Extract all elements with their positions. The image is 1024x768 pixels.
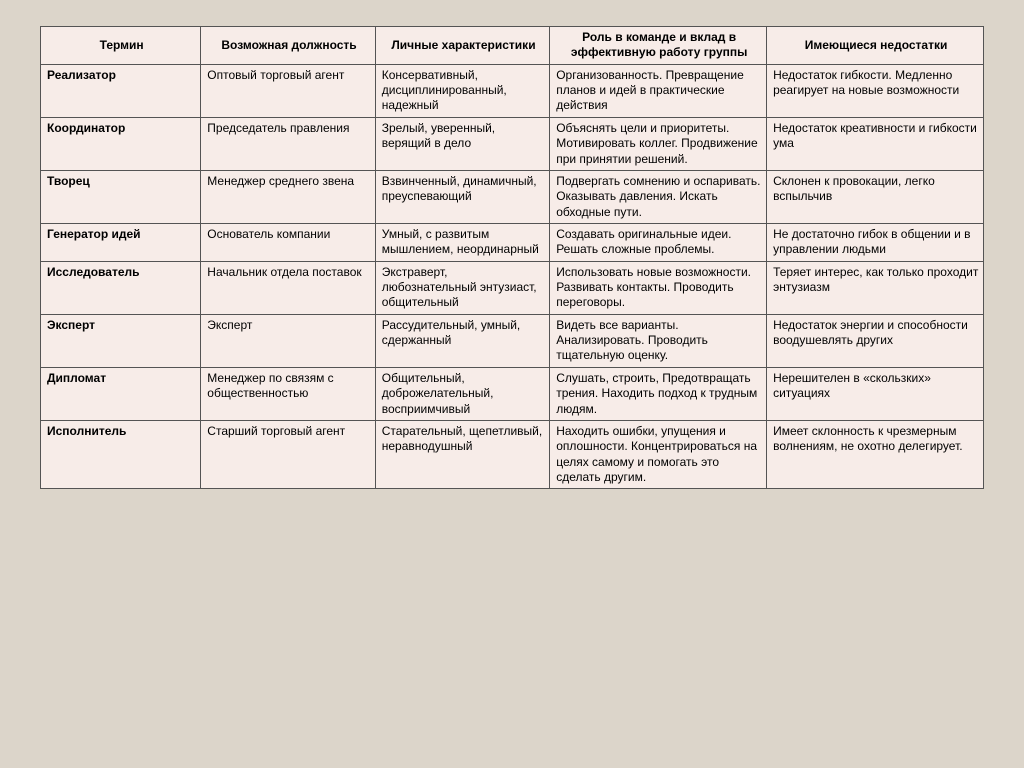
- cell-position: Эксперт: [201, 314, 375, 367]
- table-row: ДипломатМенеджер по связям с общественно…: [41, 367, 984, 420]
- table-row: КоординаторПредседатель правленияЗрелый,…: [41, 117, 984, 170]
- cell-position: Менеджер по связям с общественностью: [201, 367, 375, 420]
- cell-weak: Недостаток гибкости. Медленно реагирует …: [767, 64, 984, 117]
- cell-term: Реализатор: [41, 64, 201, 117]
- cell-position: Начальник отдела поставок: [201, 261, 375, 314]
- cell-position: Председатель правления: [201, 117, 375, 170]
- table-row: ТворецМенеджер среднего звенаВзвинченный…: [41, 170, 984, 223]
- cell-position: Основатель компании: [201, 223, 375, 261]
- cell-term: Координатор: [41, 117, 201, 170]
- page-container: Термин Возможная должность Личные характ…: [0, 0, 1024, 515]
- cell-traits: Экстраверт, любознательный энтузиаст, об…: [375, 261, 549, 314]
- cell-position: Оптовый торговый агент: [201, 64, 375, 117]
- col-header-weak: Имеющиеся недостатки: [767, 27, 984, 65]
- cell-weak: Теряет интерес, как только проходит энту…: [767, 261, 984, 314]
- col-header-term: Термин: [41, 27, 201, 65]
- cell-weak: Недостаток креативности и гибкости ума: [767, 117, 984, 170]
- cell-role: Создавать оригинальные идеи. Решать слож…: [550, 223, 767, 261]
- roles-table: Термин Возможная должность Личные характ…: [40, 26, 984, 489]
- cell-traits: Умный, с развитым мышлением, неординарны…: [375, 223, 549, 261]
- table-header-row: Термин Возможная должность Личные характ…: [41, 27, 984, 65]
- cell-role: Объяснять цели и приоритеты. Мотивироват…: [550, 117, 767, 170]
- cell-term: Генератор идей: [41, 223, 201, 261]
- table-row: Генератор идейОснователь компанииУмный, …: [41, 223, 984, 261]
- cell-role: Использовать новые возможности. Развиват…: [550, 261, 767, 314]
- cell-term: Исполнитель: [41, 420, 201, 488]
- table-row: РеализаторОптовый торговый агентКонсерва…: [41, 64, 984, 117]
- cell-weak: Склонен к провокации, легко вспыльчив: [767, 170, 984, 223]
- cell-position: Менеджер среднего звена: [201, 170, 375, 223]
- col-header-traits: Личные характеристики: [375, 27, 549, 65]
- cell-role: Подвергать сомнению и оспаривать. Оказыв…: [550, 170, 767, 223]
- cell-traits: Общительный, доброжелательный, восприимч…: [375, 367, 549, 420]
- table-row: ИсследовательНачальник отдела поставокЭк…: [41, 261, 984, 314]
- cell-traits: Старательный, щепетливый, неравнодушный: [375, 420, 549, 488]
- cell-term: Эксперт: [41, 314, 201, 367]
- cell-role: Слушать, строить, Предотвращать трения. …: [550, 367, 767, 420]
- table-row: ЭкспертЭкспертРассудительный, умный, сде…: [41, 314, 984, 367]
- col-header-position: Возможная должность: [201, 27, 375, 65]
- cell-role: Находить ошибки, упущения и оплошности. …: [550, 420, 767, 488]
- cell-weak: Не достаточно гибок в общении и в управл…: [767, 223, 984, 261]
- cell-weak: Недостаток энергии и способности воодуше…: [767, 314, 984, 367]
- cell-term: Дипломат: [41, 367, 201, 420]
- cell-weak: Имеет склонность к чрезмерным волнениям,…: [767, 420, 984, 488]
- cell-traits: Зрелый, уверенный, верящий в дело: [375, 117, 549, 170]
- cell-traits: Рассудительный, умный, сдержанный: [375, 314, 549, 367]
- col-header-role: Роль в команде и вклад в эффективную раб…: [550, 27, 767, 65]
- cell-term: Исследователь: [41, 261, 201, 314]
- cell-position: Старший торговый агент: [201, 420, 375, 488]
- cell-role: Организованность. Превращение планов и и…: [550, 64, 767, 117]
- cell-traits: Взвинченный, динамичный, преуспевающий: [375, 170, 549, 223]
- table-row: ИсполнительСтарший торговый агентСтарате…: [41, 420, 984, 488]
- cell-role: Видеть все варианты. Анализировать. Пров…: [550, 314, 767, 367]
- cell-term: Творец: [41, 170, 201, 223]
- cell-traits: Консервативный, дисциплинированный, наде…: [375, 64, 549, 117]
- cell-weak: Нерешителен в «скользких» ситуациях: [767, 367, 984, 420]
